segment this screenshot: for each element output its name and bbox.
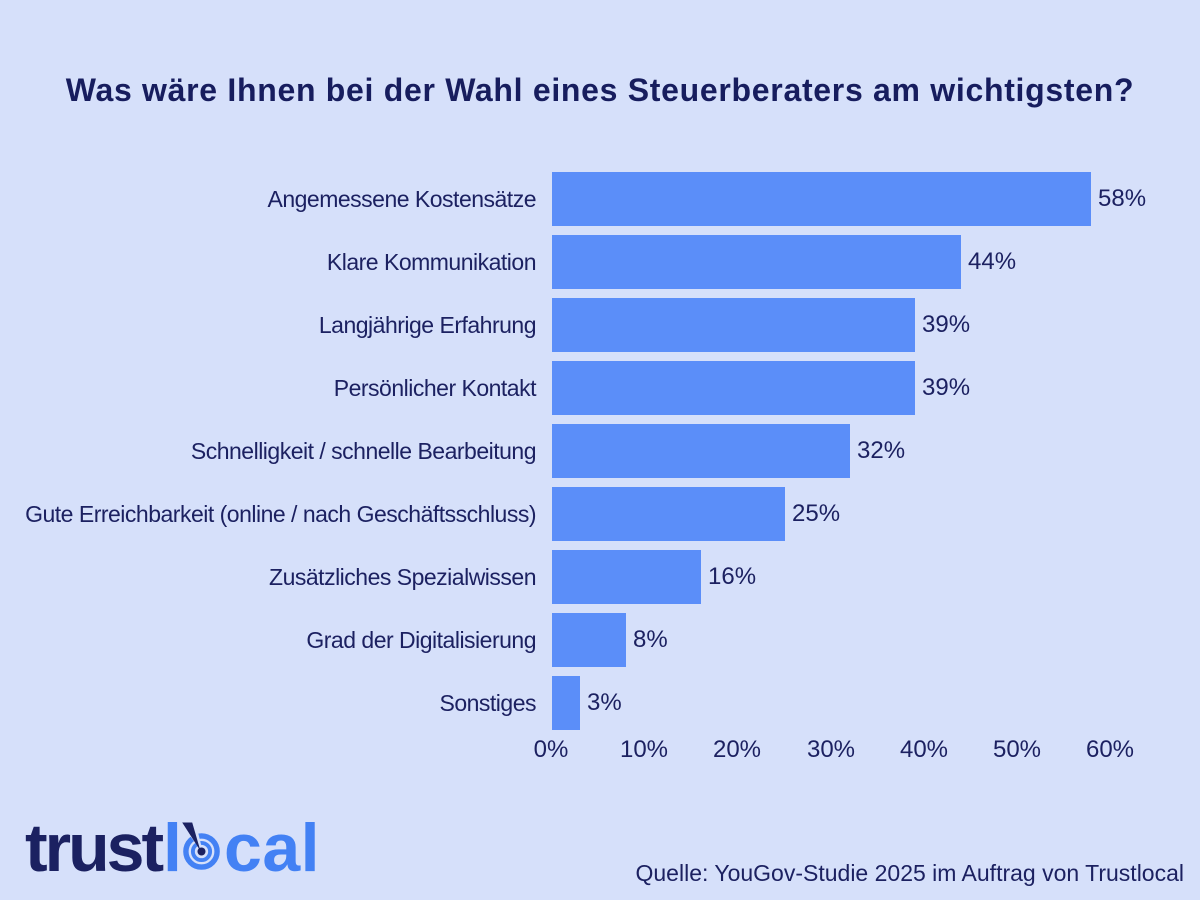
svg-text:l: l — [163, 810, 182, 886]
svg-text:trust: trust — [25, 810, 163, 886]
svg-text:cal: cal — [224, 810, 320, 886]
